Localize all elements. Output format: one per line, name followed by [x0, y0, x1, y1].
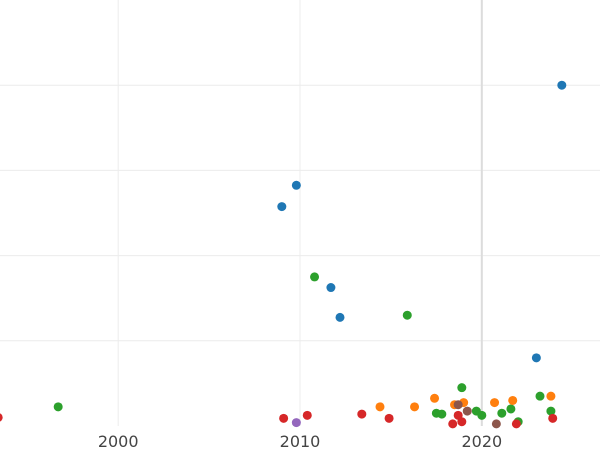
data-point [357, 409, 367, 419]
x-tick-label: 2000 [98, 432, 139, 450]
data-point [291, 418, 301, 428]
data-point [506, 404, 516, 414]
data-point [291, 180, 301, 190]
data-point [375, 402, 385, 412]
data-point [410, 402, 420, 412]
data-point [326, 283, 336, 293]
x-axis-tick-labels: 2000 2010 2020 [98, 432, 502, 450]
x-tick-label: 2010 [280, 432, 321, 450]
data-point [448, 419, 458, 429]
data-point [335, 312, 345, 322]
data-point [490, 398, 500, 408]
data-point [491, 419, 501, 429]
data-point [402, 310, 412, 320]
gridlines [0, 0, 600, 426]
data-point [535, 391, 545, 401]
data-point [437, 409, 447, 419]
data-point [546, 406, 556, 416]
data-point [430, 393, 440, 403]
data-point [453, 400, 463, 410]
data-point [546, 391, 556, 401]
data-point [279, 413, 289, 423]
data-point [462, 406, 472, 416]
data-point [531, 353, 541, 363]
data-point [384, 413, 394, 423]
data-point [548, 413, 558, 423]
data-point [310, 272, 320, 282]
data-point [0, 413, 3, 422]
data-point [457, 417, 467, 427]
data-point [302, 410, 312, 420]
data-point [497, 408, 507, 418]
x-tick-label: 2020 [461, 432, 502, 450]
data-point [511, 419, 521, 429]
data-point [457, 383, 467, 393]
data-point [53, 402, 63, 412]
data-point [477, 410, 487, 420]
data-point [508, 395, 518, 405]
data-point [277, 202, 287, 212]
data-point [557, 80, 567, 90]
data-points [0, 80, 567, 429]
